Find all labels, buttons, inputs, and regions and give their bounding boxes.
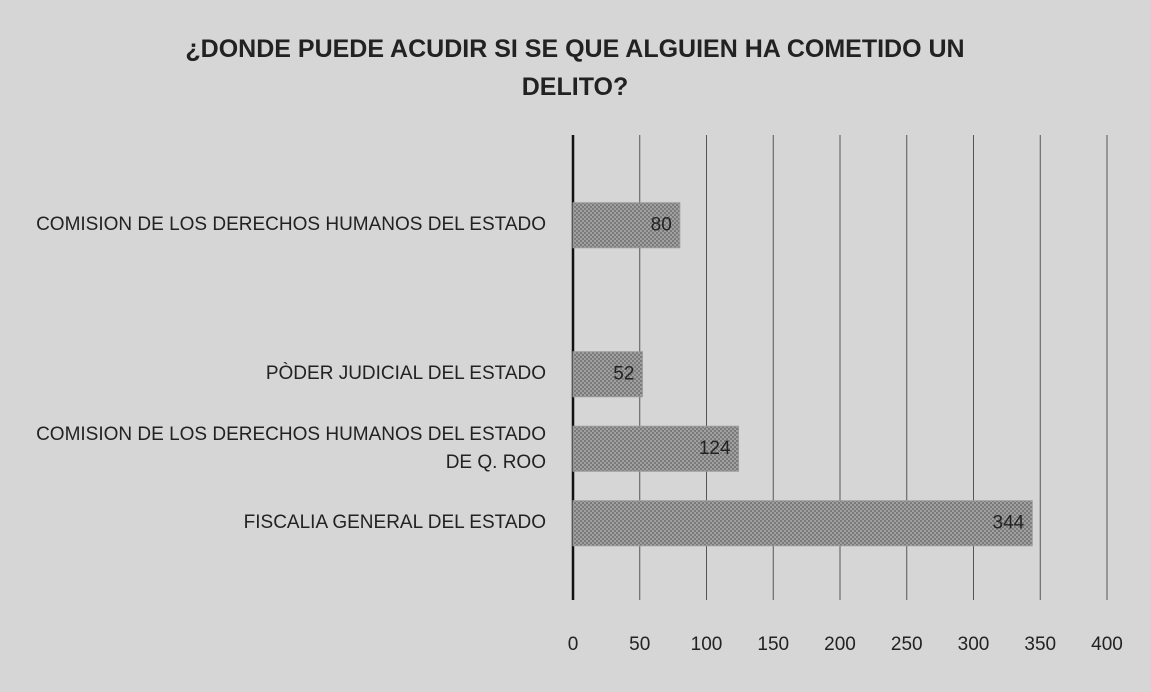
- x-tick-label: 350: [1024, 634, 1056, 655]
- x-tick-label: 300: [958, 634, 990, 655]
- data-label: 124: [699, 438, 731, 459]
- bar: [572, 202, 681, 249]
- x-tick-label: 50: [629, 634, 650, 655]
- x-tick-label: 250: [891, 634, 923, 655]
- data-label: 52: [613, 363, 634, 384]
- chart-title: ¿DONDE PUEDE ACUDIR SI SE QUE ALGUIEN HA…: [185, 35, 965, 101]
- x-tick-label: 0: [568, 634, 579, 655]
- y-tick-label: COMISION DE LOS DERECHOS HUMANOS DEL EST…: [36, 423, 546, 473]
- y-tick-label: PÒDER JUDICIAL DEL ESTADO: [265, 363, 546, 385]
- bar: [572, 500, 1033, 547]
- bar: [572, 425, 740, 472]
- x-tick-label: 200: [824, 634, 856, 655]
- y-tick-label: COMISION DE LOS DERECHOS HUMANOS DEL EST…: [36, 214, 546, 236]
- x-tick-label: 100: [691, 634, 723, 655]
- y-tick-label: FISCALIA GENERAL DEL ESTADO: [243, 512, 546, 534]
- data-label: 80: [651, 214, 672, 235]
- x-tick-label: 150: [757, 634, 789, 655]
- bar: [572, 351, 643, 398]
- x-tick-label: 400: [1091, 634, 1123, 655]
- data-label: 344: [993, 512, 1025, 533]
